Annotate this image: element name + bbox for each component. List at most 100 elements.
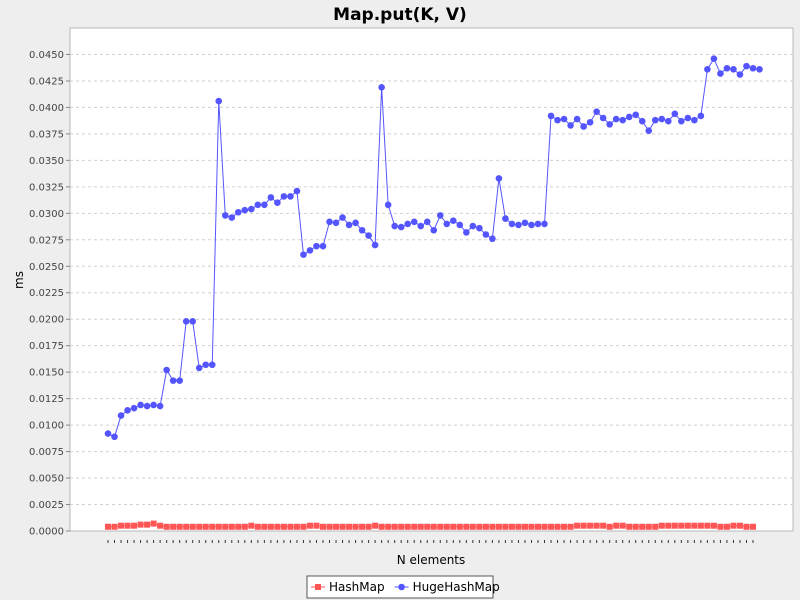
hugehashmap-point <box>404 220 411 228</box>
hashmap-point <box>352 523 359 530</box>
hashmap-point <box>170 523 177 530</box>
hashmap-point <box>704 522 711 529</box>
hugehashmap-point <box>104 430 112 437</box>
hugehashmap-point <box>632 111 640 119</box>
hugehashmap-point <box>365 232 372 239</box>
hugehashmap-point <box>450 217 457 225</box>
hashmap-point <box>456 523 463 530</box>
hashmap-point <box>183 523 190 530</box>
hashmap-point <box>678 522 685 529</box>
hugehashmap-point <box>124 406 131 414</box>
hashmap-point <box>254 523 261 530</box>
hashmap-point <box>743 523 750 530</box>
hugehashmap-point <box>658 115 666 123</box>
hashmap-point <box>209 523 216 530</box>
hashmap-point <box>489 523 496 530</box>
hashmap-point <box>365 523 372 530</box>
hashmap-point <box>359 523 366 530</box>
hugehashmap-point <box>521 219 529 227</box>
hashmap-point <box>593 522 600 529</box>
hugehashmap-point <box>345 221 353 229</box>
legend-marker-hashmap <box>315 584 321 590</box>
hugehashmap-point <box>586 118 594 126</box>
hugehashmap-point <box>560 115 568 123</box>
hashmap-point <box>730 522 737 529</box>
hugehashmap-point <box>300 251 307 258</box>
hashmap-point <box>697 522 704 529</box>
hugehashmap-point <box>248 205 255 213</box>
hashmap-point <box>463 523 470 530</box>
hashmap-point <box>482 523 489 530</box>
series-hashmap <box>105 520 756 530</box>
hashmap-point <box>665 522 672 529</box>
hashmap-point <box>235 523 242 530</box>
legend: HashMap HugeHashMap <box>306 575 500 599</box>
y-tick-label: 0.0225 <box>29 288 64 299</box>
hashmap-point <box>404 523 411 530</box>
hashmap-point <box>613 522 620 529</box>
hashmap-point <box>372 522 379 529</box>
hugehashmap-point <box>156 402 164 410</box>
hugehashmap-point <box>573 115 581 123</box>
hugehashmap-point <box>697 112 705 120</box>
hashmap-point <box>215 523 222 530</box>
hugehashmap-point <box>489 235 496 243</box>
hugehashmap-point <box>293 187 301 195</box>
hugehashmap-point <box>235 208 242 216</box>
hugehashmap-point <box>599 114 607 122</box>
hugehashmap-point <box>319 242 327 250</box>
hashmap-point <box>548 523 555 530</box>
hugehashmap-point <box>723 64 731 72</box>
hugehashmap-point <box>221 212 229 219</box>
hugehashmap-point <box>730 65 737 73</box>
hugehashmap-point <box>410 218 418 226</box>
plot-area <box>69 27 794 532</box>
hugehashmap-point <box>749 64 757 72</box>
hashmap-point <box>580 522 587 529</box>
hashmap-point <box>528 523 535 530</box>
y-tick-label: 0.0250 <box>29 262 64 273</box>
hugehashmap-point <box>391 222 398 230</box>
hugehashmap-point <box>502 215 509 222</box>
hugehashmap-point <box>313 242 320 250</box>
y-axis-label: ms <box>12 271 26 289</box>
hugehashmap-point <box>339 214 346 221</box>
hugehashmap-point <box>625 113 633 121</box>
hashmap-point <box>202 523 209 530</box>
hugehashmap-point <box>274 199 281 207</box>
hashmap-point <box>274 523 281 530</box>
y-tick-label: 0.0150 <box>29 368 64 379</box>
hugehashmap-point <box>443 220 451 228</box>
hashmap-point <box>521 523 528 530</box>
hashmap-point <box>137 521 144 528</box>
hugehashmap-point <box>417 222 425 230</box>
hashmap-point <box>222 523 229 530</box>
hashmap-point <box>671 522 678 529</box>
hashmap-point <box>443 523 450 530</box>
legend-label-hashmap: HashMap <box>329 580 385 594</box>
hashmap-point <box>189 523 196 530</box>
hashmap-point <box>111 523 118 530</box>
x-axis-label: N elements <box>397 553 466 567</box>
hugehashmap-point <box>665 117 672 125</box>
y-tick-label: 0.0075 <box>29 447 64 458</box>
hashmap-point <box>495 523 502 530</box>
hugehashmap-point <box>704 65 711 73</box>
hashmap-point <box>150 520 157 527</box>
hugehashmap-point <box>208 361 216 369</box>
hugehashmap-point <box>111 433 118 441</box>
y-tick-label: 0.0400 <box>29 103 64 114</box>
hashmap-point <box>157 522 164 529</box>
hugehashmap-point <box>619 116 626 124</box>
hashmap-point <box>736 522 743 529</box>
hugehashmap-point <box>280 193 288 200</box>
y-tick-label: 0.0300 <box>29 209 64 220</box>
hugehashmap-point <box>541 220 548 228</box>
x-axis <box>107 540 754 543</box>
hashmap-point <box>450 523 457 530</box>
y-tick-label: 0.0025 <box>29 500 64 511</box>
hashmap-point <box>606 523 613 530</box>
chart-title: Map.put(K, V) <box>333 5 467 25</box>
hugehashmap-point <box>567 122 574 129</box>
